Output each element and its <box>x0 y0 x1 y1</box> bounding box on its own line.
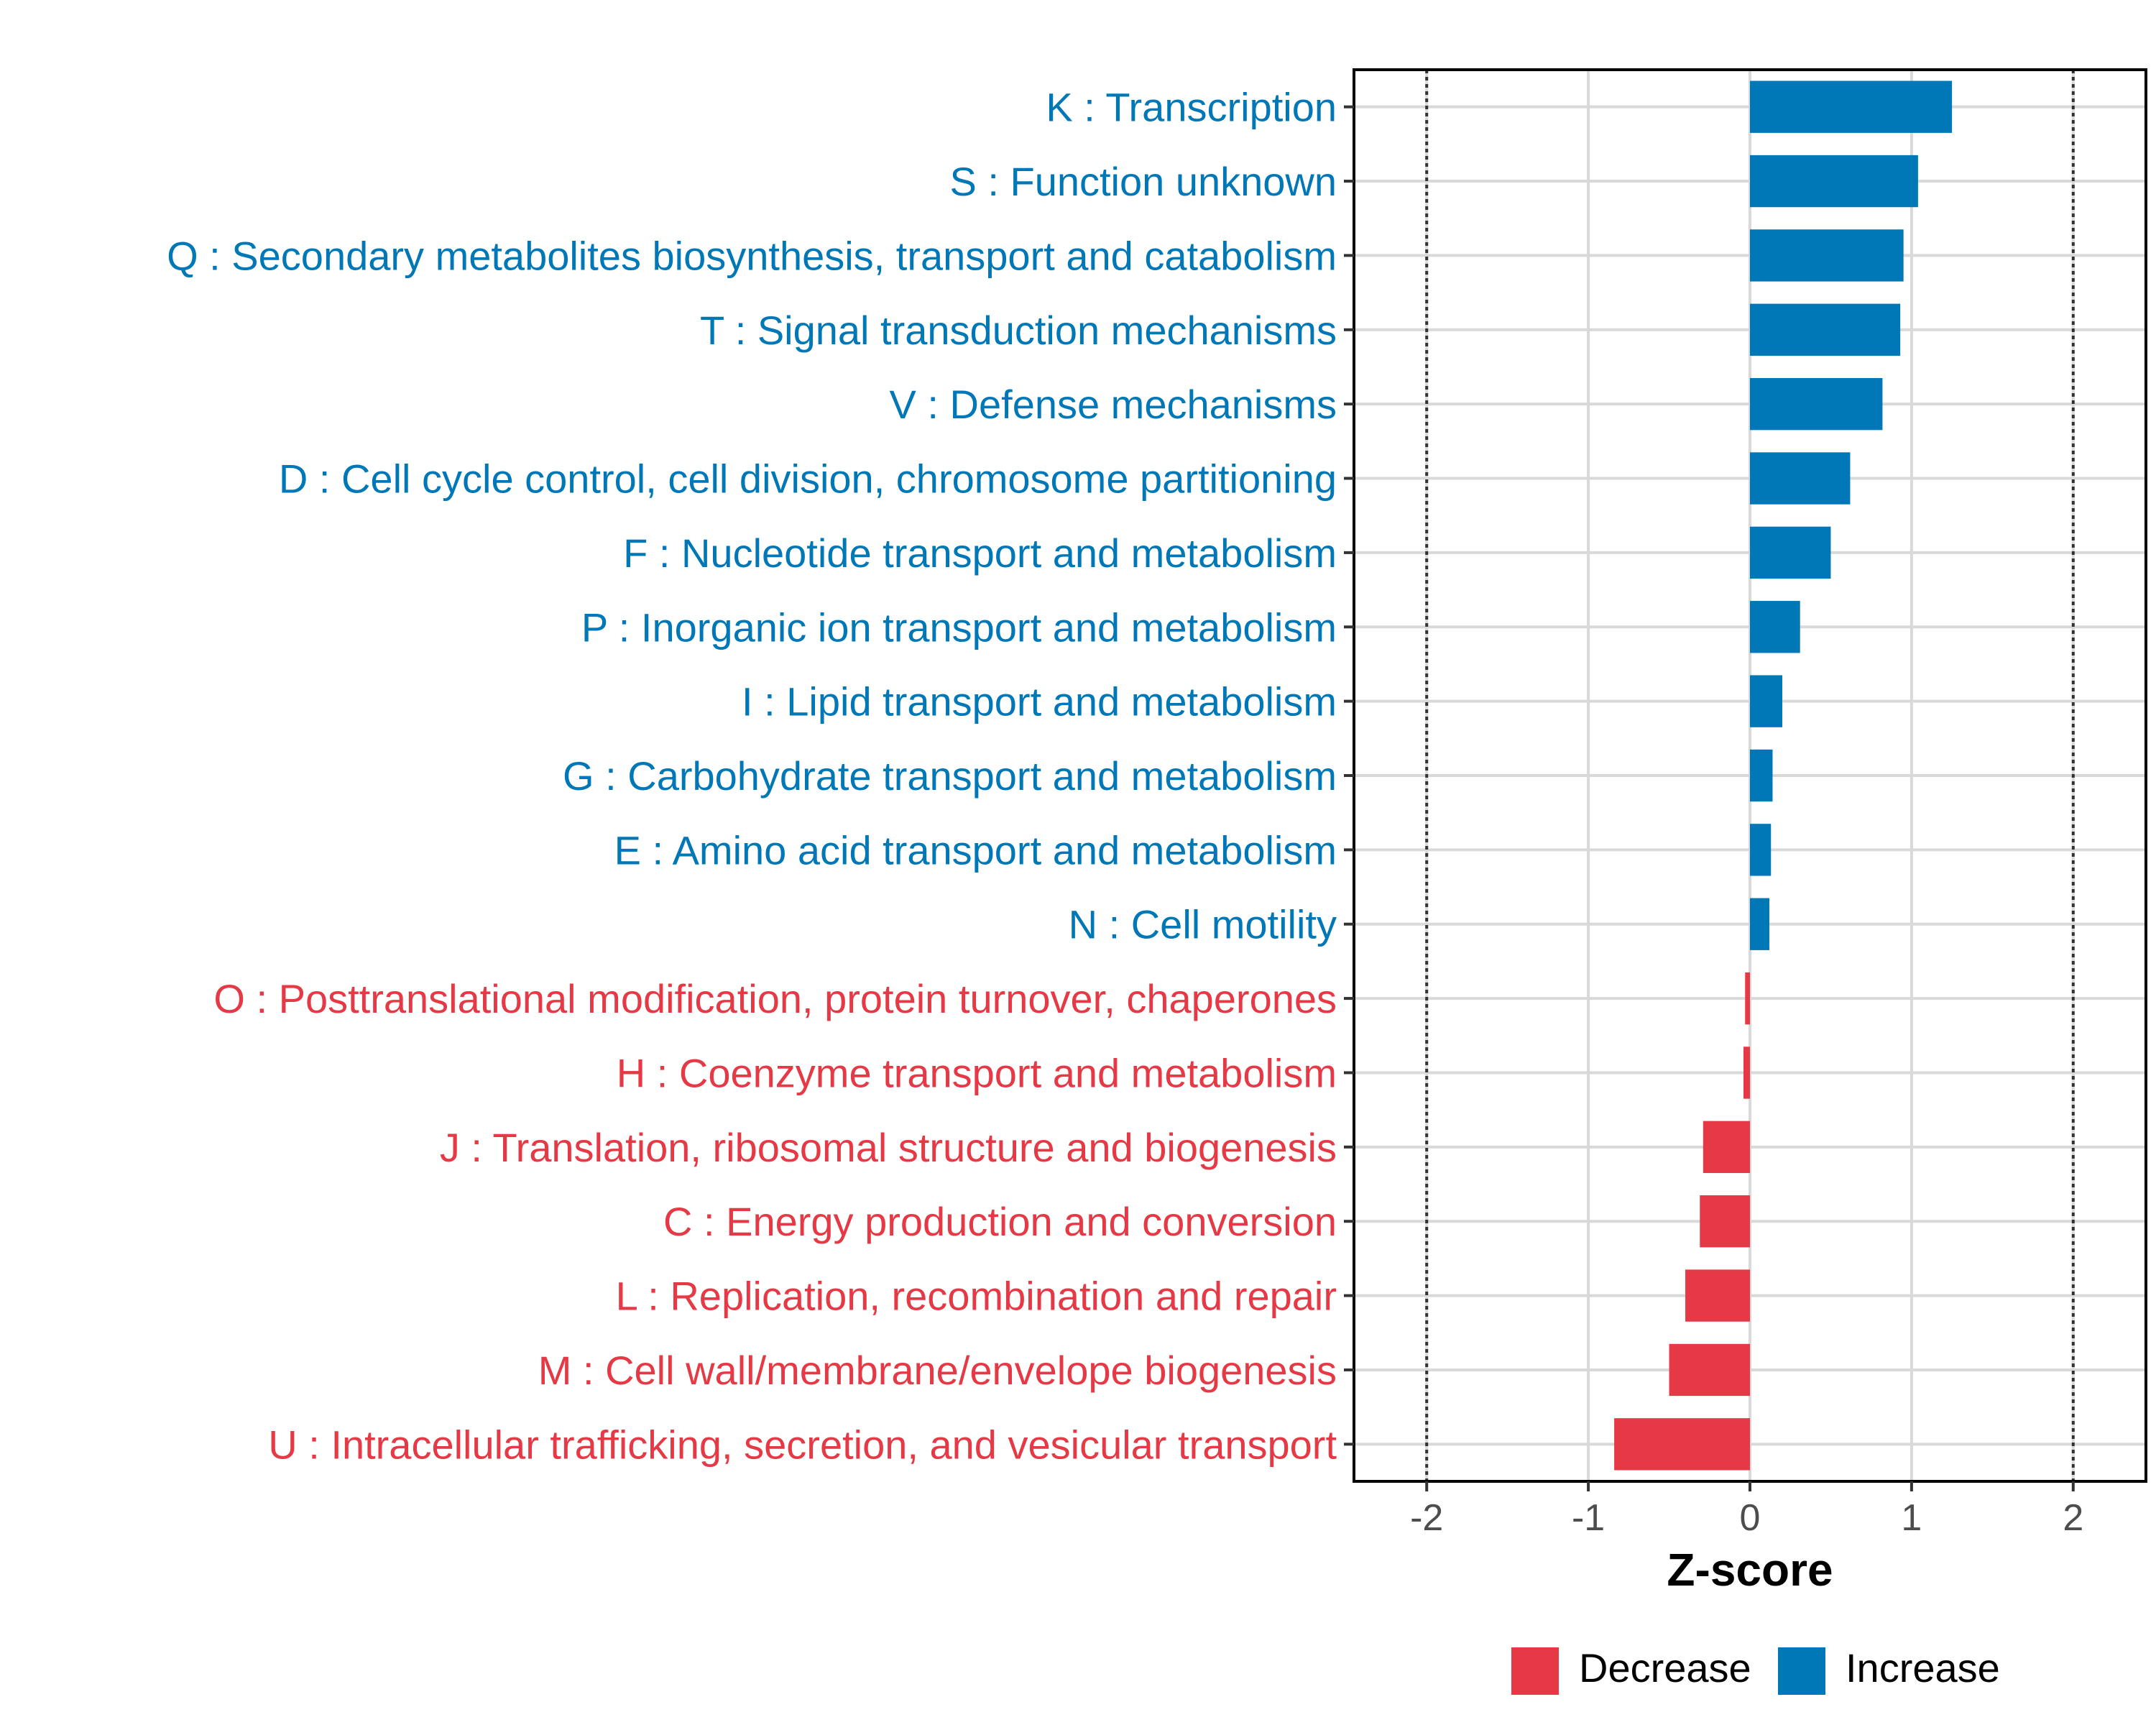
bar <box>1703 1121 1750 1174</box>
category-label: K : Transcription <box>1046 85 1337 130</box>
category-label: D : Cell cycle control, cell division, c… <box>279 456 1337 502</box>
category-label: P : Inorganic ion transport and metaboli… <box>581 604 1337 650</box>
category-label: O : Posttranslational modification, prot… <box>213 976 1337 1021</box>
category-label: J : Translation, ribosomal structure and… <box>440 1125 1337 1170</box>
bar <box>1614 1418 1750 1471</box>
legend-label: Increase <box>1846 1645 2000 1690</box>
legend-swatch <box>1511 1647 1559 1695</box>
bar <box>1700 1195 1750 1248</box>
x-tick-label: -2 <box>1410 1497 1443 1539</box>
x-tick-label: -1 <box>1572 1497 1605 1539</box>
legend-label: Decrease <box>1579 1645 1751 1690</box>
x-axis-title: Z-score <box>1667 1544 1833 1596</box>
category-label: U : Intracellular trafficking, secretion… <box>268 1422 1337 1467</box>
bar <box>1750 749 1773 802</box>
x-tick-label: 0 <box>1740 1497 1761 1539</box>
category-label: N : Cell motility <box>1069 902 1337 947</box>
category-label: L : Replication, recombination and repai… <box>616 1274 1337 1319</box>
bar <box>1750 303 1901 356</box>
category-label: M : Cell wall/membrane/envelope biogenes… <box>538 1348 1337 1393</box>
bar <box>1743 1046 1750 1099</box>
bar <box>1750 898 1769 950</box>
category-label: C : Energy production and conversion <box>663 1199 1337 1244</box>
bar <box>1745 972 1750 1025</box>
x-axis-ticks: -2 -1 0 1 2 <box>1410 1481 2083 1539</box>
legend-swatch <box>1778 1647 1825 1695</box>
legend: Decrease Increase <box>1511 1645 2000 1695</box>
bar <box>1750 80 1953 133</box>
x-tick-label: 1 <box>1901 1497 1922 1539</box>
category-label: E : Amino acid transport and metabolism <box>614 827 1337 873</box>
category-label: V : Defense mechanisms <box>890 382 1337 427</box>
bar <box>1750 601 1800 653</box>
category-label: I : Lipid transport and metabolism <box>742 679 1337 724</box>
category-labels: K : Transcription S : Function unknown Q :… <box>167 85 1337 1468</box>
category-label: F : Nucleotide transport and metabolism <box>623 530 1337 576</box>
category-label: Q : Secondary metabolites biosynthesis, … <box>167 233 1337 278</box>
bar <box>1750 526 1831 579</box>
category-label: T : Signal transduction mechanisms <box>700 308 1337 353</box>
bar <box>1750 675 1782 727</box>
category-label: S : Function unknown <box>949 159 1337 204</box>
category-label: G : Carbohydrate transport and metabolis… <box>563 753 1337 799</box>
x-tick-label: 2 <box>2063 1497 2083 1539</box>
bar <box>1750 377 1883 431</box>
bar <box>1750 452 1851 505</box>
bar <box>1750 155 1918 208</box>
category-label: H : Coenzyme transport and metabolism <box>617 1050 1337 1095</box>
bar <box>1750 824 1772 876</box>
bars <box>1614 80 1953 1471</box>
bar <box>1669 1343 1750 1397</box>
bar <box>1750 229 1904 282</box>
bar <box>1685 1269 1750 1322</box>
